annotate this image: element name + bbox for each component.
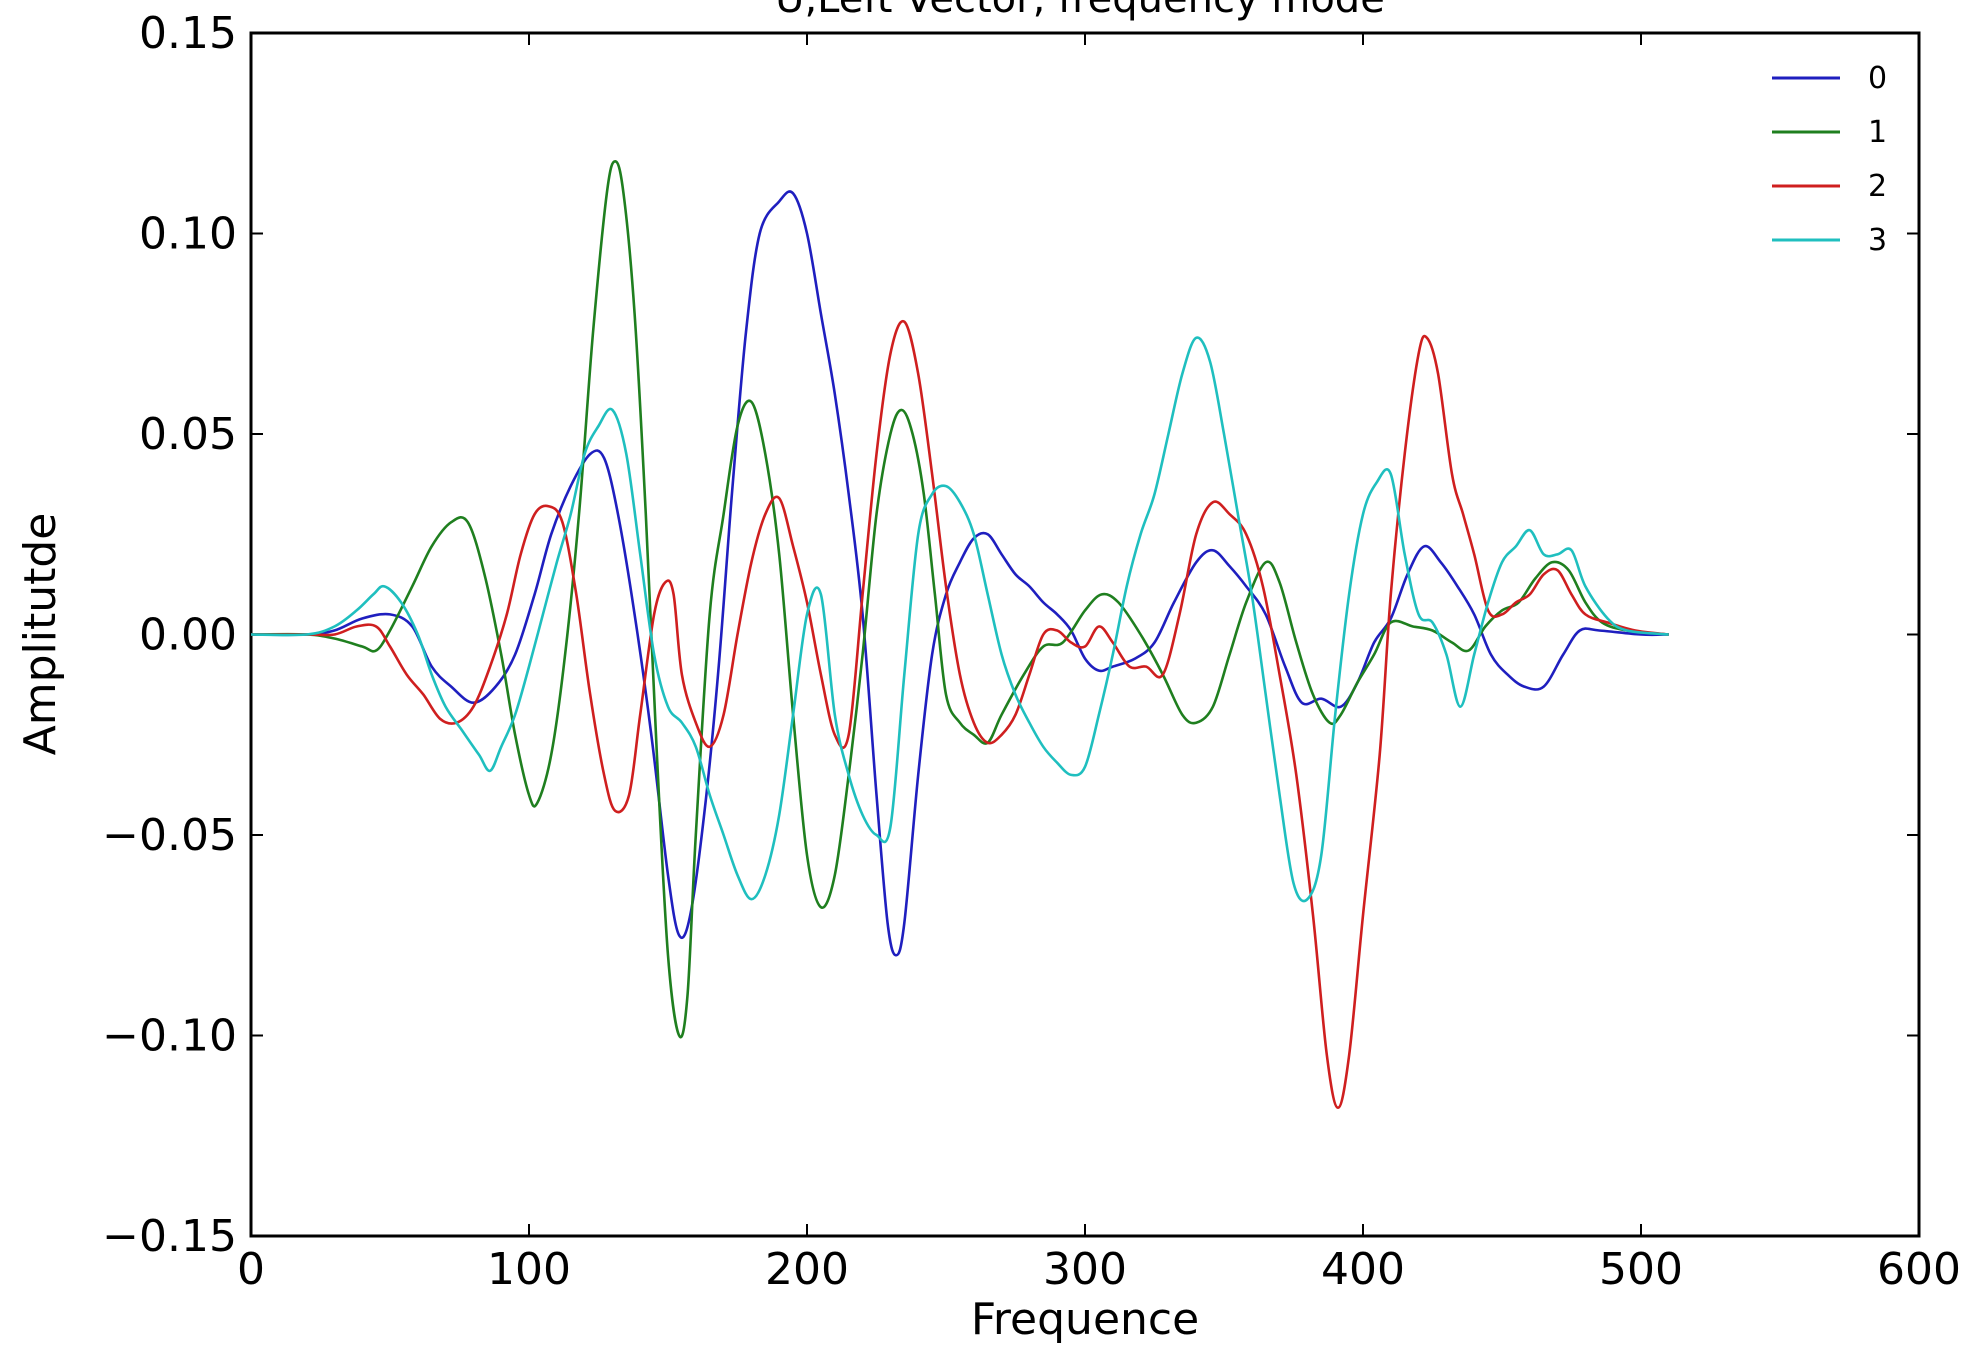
x-tick-label: 200 <box>765 1244 849 1295</box>
chart-title: U,Left Vector, frequency mode <box>775 0 1385 22</box>
x-tick-label: 400 <box>1321 1244 1405 1295</box>
x-tick-label: 300 <box>1043 1244 1127 1295</box>
legend-label: 2 <box>1868 169 1887 204</box>
series-line-0 <box>250 190 1669 957</box>
x-tick-label: 600 <box>1877 1244 1961 1295</box>
series-line-2 <box>251 319 1669 1109</box>
legend-label: 3 <box>1868 223 1887 258</box>
x-axis-label: Frequence <box>971 1294 1199 1345</box>
series-line-1 <box>250 160 1669 1039</box>
y-tick-label: 0.00 <box>139 610 237 661</box>
axis-ticks: 0 100 200 300 400 500 600 −0.15 −0.10 −0.05 0.00 0.… <box>102 8 1961 1295</box>
y-axis-label: Amplitutde <box>15 513 66 756</box>
y-tick-label: −0.10 <box>102 1011 237 1062</box>
legend: 0 1 2 3 <box>1772 61 1887 258</box>
y-tick-label: 0.05 <box>139 409 237 460</box>
x-tick-label: 0 <box>237 1244 265 1295</box>
legend-label: 1 <box>1868 115 1887 150</box>
y-tick-label: 0.10 <box>139 209 237 260</box>
x-tick-label: 500 <box>1599 1244 1683 1295</box>
legend-label: 0 <box>1868 61 1887 96</box>
y-tick-label: 0.15 <box>139 8 237 59</box>
y-tick-label: −0.15 <box>102 1211 237 1262</box>
series-line-3 <box>250 336 1669 903</box>
series-lines <box>250 160 1669 1109</box>
x-tick-label: 100 <box>487 1244 571 1295</box>
y-tick-label: −0.05 <box>102 810 237 861</box>
